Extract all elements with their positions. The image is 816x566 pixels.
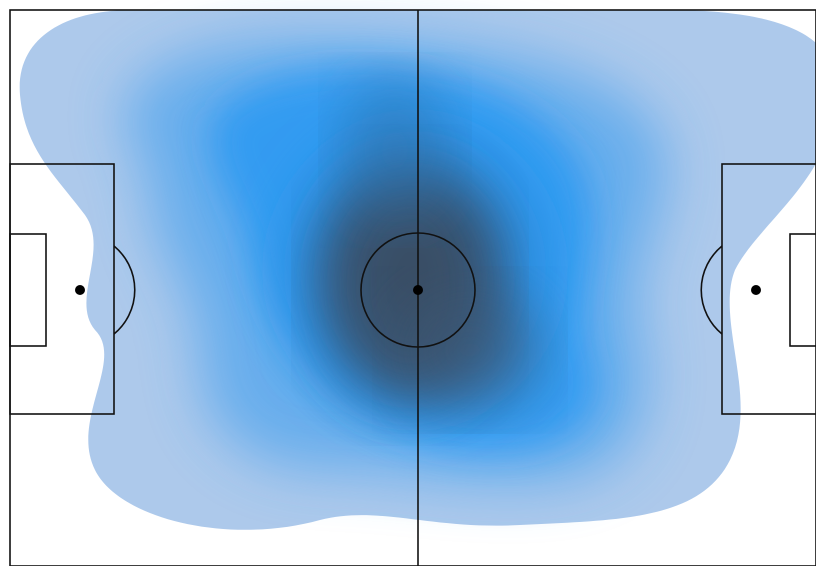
- right-goal-area: [789, 233, 816, 347]
- centre-spot: [413, 285, 423, 295]
- density-core-upper: [340, 80, 450, 220]
- right-penalty-arc: [700, 245, 723, 335]
- pitch-spots: [75, 285, 761, 295]
- left-penalty-spot: [75, 285, 85, 295]
- density-core-lower: [400, 290, 540, 410]
- right-penalty-area: [721, 163, 816, 415]
- left-goal-area: [9, 233, 47, 347]
- left-penalty-arc: [113, 245, 136, 335]
- right-penalty-spot: [751, 285, 761, 295]
- centre-circle: [360, 232, 476, 348]
- pitch-markings: [9, 9, 816, 566]
